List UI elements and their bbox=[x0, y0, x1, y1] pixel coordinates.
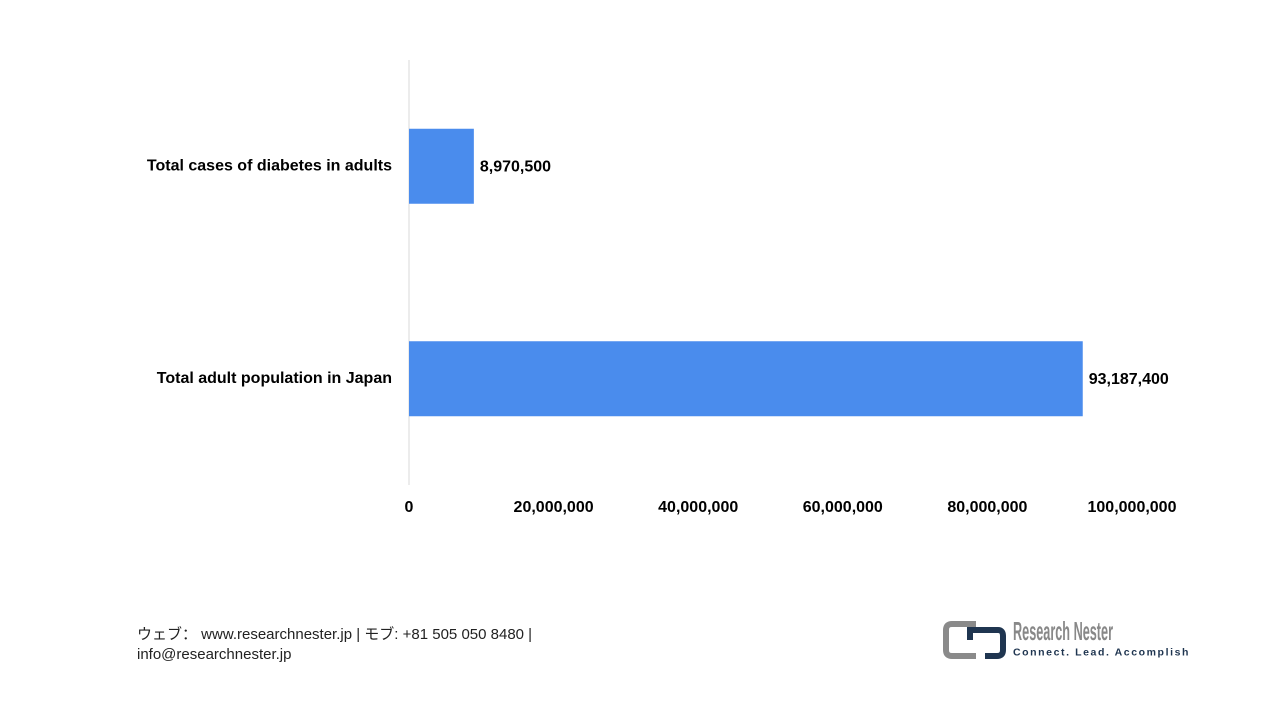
y-tick-label: Total cases of diabetes in adults bbox=[147, 157, 392, 174]
logo-tagline: Connect. Lead. Accomplish bbox=[1013, 648, 1190, 659]
logo-icon bbox=[943, 621, 1006, 659]
bar bbox=[409, 341, 1083, 417]
footer-line: ウェブ： www.researchnester.jp | モブ: +81 505… bbox=[137, 625, 532, 643]
data-label: 8,970,500 bbox=[480, 158, 551, 175]
logo-name: Research Nester bbox=[1013, 616, 1113, 646]
x-tick-label: 80,000,000 bbox=[947, 499, 1027, 516]
bar bbox=[409, 128, 474, 204]
x-tick-label: 100,000,000 bbox=[1088, 499, 1177, 516]
x-tick-label: 40,000,000 bbox=[658, 499, 738, 516]
footer-line: info@researchnester.jp bbox=[137, 646, 291, 663]
x-tick-label: 20,000,000 bbox=[514, 499, 594, 516]
x-tick-label: 0 bbox=[405, 499, 414, 516]
y-tick-label: Total adult population in Japan bbox=[157, 370, 392, 387]
data-label: 93,187,400 bbox=[1089, 371, 1169, 388]
x-tick-label: 60,000,000 bbox=[803, 499, 883, 516]
